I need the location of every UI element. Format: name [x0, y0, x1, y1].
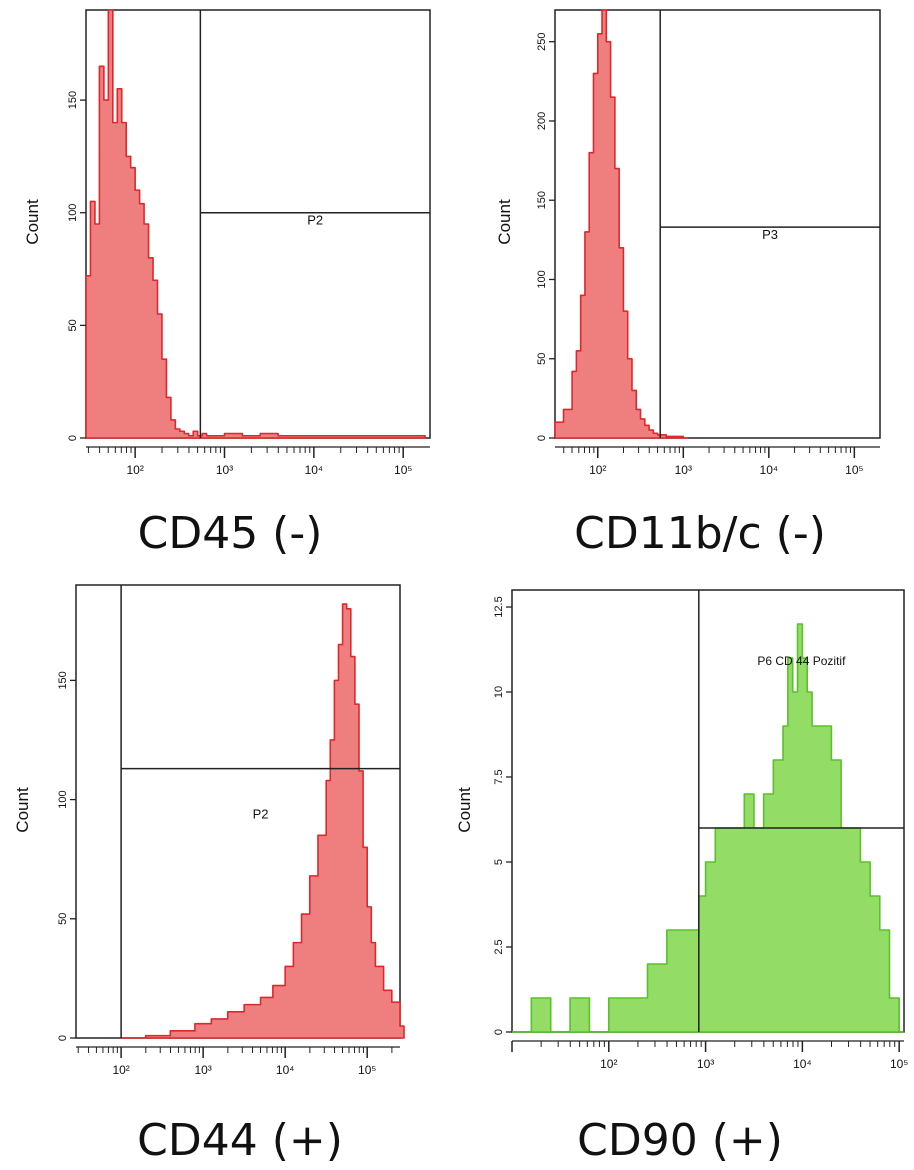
x-tick-label: 10²	[589, 463, 606, 477]
y-tick-label: 50	[67, 319, 79, 331]
x-tick-label: 10³	[194, 1063, 211, 1077]
y-tick-label: 12.5	[493, 596, 505, 617]
y-tick-label: 0	[536, 435, 548, 441]
y-tick-label: 100	[57, 790, 69, 808]
panel-caption: CD90 (+)	[577, 1115, 783, 1166]
x-tick-label: 10²	[600, 1057, 617, 1071]
x-tick-label: 10⁵	[845, 463, 863, 477]
x-tick-label: 10²	[126, 463, 143, 477]
y-tick-label: 250	[536, 33, 548, 51]
histogram-series	[511, 623, 904, 1033]
panel-caption: CD45 (-)	[138, 508, 323, 559]
histogram-series	[85, 9, 426, 439]
x-tick-label: 10³	[216, 463, 233, 477]
y-tick-label: 150	[67, 91, 79, 109]
y-tick-label: 150	[57, 671, 69, 689]
x-tick-label: 10⁵	[358, 1063, 376, 1077]
y-tick-label: 7.5	[493, 769, 505, 784]
y-axis-label: Count	[455, 787, 474, 833]
cd11bc-histogram-panel: P3 0 50 100 150 200 250 10² 10³ 10⁴ 10⁵ Count CD11b/…	[495, 9, 881, 559]
x-tick-label: 10⁴	[760, 463, 779, 477]
y-axis-label: Count	[23, 199, 42, 245]
cd90-histogram-panel: P6 CD 44 Pozitif 0 2.5 5 7.5 10 12.5 10² 10³ 10⁴ 1…	[455, 589, 908, 1166]
y-tick-label: 0	[493, 1029, 505, 1035]
cd45-histogram-panel: P2 0 50 100 150 10² 10³ 10⁴ 10⁵ Count CD45 (-)	[23, 9, 431, 559]
x-tick-label: 10⁴	[793, 1057, 812, 1071]
x-tick-label: 10²	[112, 1063, 129, 1077]
y-tick-label: 150	[536, 191, 548, 209]
gate-label: P6 CD 44 Pozitif	[757, 654, 846, 668]
x-tick-label: 10³	[675, 463, 692, 477]
x-tick-label: 10⁵	[394, 463, 412, 477]
gate-label: P2	[307, 213, 323, 228]
y-tick-label: 50	[536, 353, 548, 365]
gate-label: P2	[253, 807, 269, 822]
y-axis-label: Count	[13, 787, 32, 833]
y-tick-label: 5	[493, 859, 505, 865]
histogram-series	[120, 603, 405, 1039]
gate-label: P3	[762, 227, 778, 242]
cd44-histogram-panel: P2 0 50 100 150 10² 10³ 10⁴ 10⁵ Count CD44 (+)	[13, 584, 405, 1166]
y-tick-label: 100	[536, 270, 548, 288]
histogram-series	[554, 9, 689, 439]
x-tick-label: 10⁴	[305, 463, 324, 477]
x-tick-label: 10⁴	[276, 1063, 295, 1077]
y-tick-label: 50	[57, 913, 69, 925]
y-axis-label: Count	[495, 199, 514, 245]
y-tick-label: 100	[67, 204, 79, 222]
y-tick-label: 10	[493, 686, 505, 698]
y-tick-label: 2.5	[493, 939, 505, 954]
panel-caption: CD44 (+)	[137, 1115, 343, 1166]
x-tick-label: 10³	[697, 1057, 714, 1071]
y-tick-label: 200	[536, 112, 548, 130]
x-tick-label: 10⁵	[890, 1057, 908, 1071]
y-tick-label: 0	[57, 1035, 69, 1041]
panel-caption: CD11b/c (-)	[574, 508, 826, 559]
y-tick-label: 0	[67, 435, 79, 441]
